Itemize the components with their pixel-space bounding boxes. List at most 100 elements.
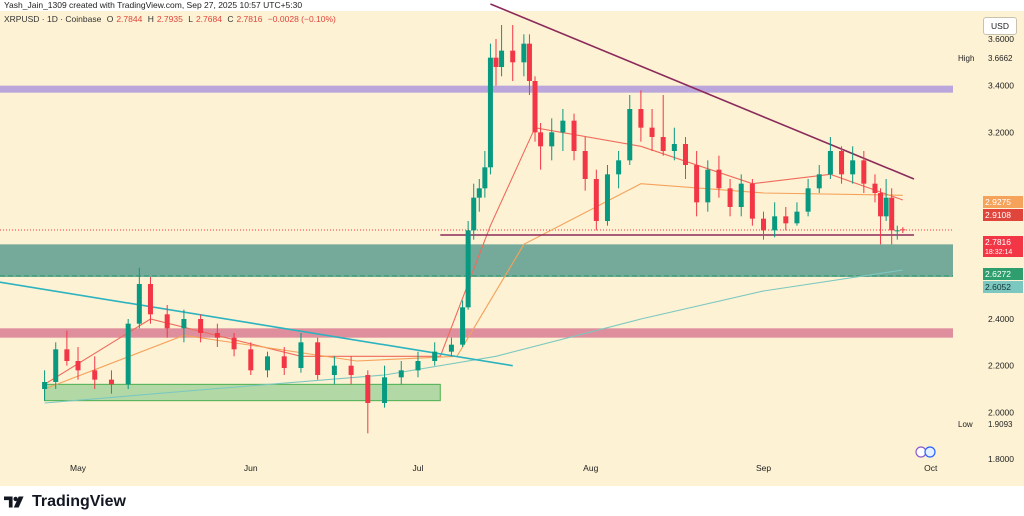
candle-body (682, 144, 688, 165)
candle-body (627, 109, 633, 161)
candle-body (850, 160, 856, 175)
candle-body (727, 188, 733, 207)
candle-body (671, 144, 677, 151)
ma-line-ma-long (44, 269, 903, 404)
candle-body (582, 151, 588, 179)
candle-body (460, 307, 466, 345)
candle-body (616, 160, 622, 175)
low-label-tag: Low (958, 420, 973, 429)
candle-body (510, 50, 516, 63)
candle-body (827, 151, 833, 175)
zone-support-mid (0, 328, 953, 338)
close-label: C (227, 14, 234, 24)
credit-text: Yash_Jain_1309 created with TradingView.… (4, 0, 303, 10)
change-value: −0.0028 (−0.10%) (267, 14, 336, 24)
candle-body (108, 379, 114, 385)
x-tick-label: Aug (583, 463, 598, 473)
candle-body (125, 323, 131, 385)
candle-body (894, 230, 900, 232)
candle-body (331, 365, 337, 375)
y-tick-label: 2.0000 (988, 407, 1014, 417)
price-axis-panel[interactable] (953, 11, 1024, 459)
countdown-tag: 18:32:14 (983, 248, 1023, 257)
candle-body (900, 229, 906, 231)
symbol-label: XRPUSD · 1D · Coinbase (4, 14, 102, 24)
y-tick-label: 3.4000 (988, 81, 1014, 91)
candle-body (476, 188, 482, 198)
candle-body (538, 132, 544, 147)
symbol-legend: XRPUSD · 1D · Coinbase O 2.7844 H 2.7935 L… (4, 14, 339, 24)
candle-body (521, 43, 527, 63)
candle-body (783, 216, 789, 224)
x-tick-label: Oct (924, 463, 938, 473)
high-label: H (147, 14, 154, 24)
candle-body (638, 109, 644, 128)
candle-body (549, 132, 555, 147)
candle-body (526, 43, 532, 81)
candle-body (281, 356, 287, 368)
candle-body (716, 169, 722, 189)
candle-body (560, 120, 566, 133)
candle-body (889, 197, 895, 231)
candle-body (839, 151, 845, 175)
low-value: 2.7684 (195, 14, 222, 24)
ma-line-ema-short (44, 127, 903, 385)
candle-body (883, 197, 889, 217)
ma-long-tag: 2.6052 (983, 281, 1023, 293)
candle-body (694, 165, 700, 203)
candle-body (794, 211, 800, 224)
candle-body (816, 174, 822, 189)
header-bar: Yash_Jain_1309 created with TradingView.… (0, 0, 1024, 11)
candle-body (448, 344, 454, 352)
candle-body (64, 349, 70, 361)
close-value: 2.7816 (236, 14, 263, 24)
candle-body (298, 342, 304, 368)
tradingview-logo-text: TradingView (32, 493, 126, 510)
last-price-tag: 2.7816 (983, 236, 1023, 248)
zone-resistance (0, 85, 953, 93)
candle-body (571, 120, 577, 151)
candle-body (181, 319, 187, 329)
candle-body (348, 365, 354, 375)
candle-body (749, 183, 755, 219)
candle-body (705, 169, 711, 203)
ema-green-tag: 2.6272 (983, 268, 1023, 280)
tradingview-logo[interactable]: TradingView (4, 493, 126, 511)
x-tick-label: Jun (244, 463, 258, 473)
candle-body (772, 216, 778, 231)
candle-body (136, 284, 142, 324)
flag-icon (924, 446, 936, 458)
candle-body (248, 349, 254, 371)
y-tick-label: 1.8000 (988, 454, 1014, 464)
candle-body (660, 137, 666, 151)
time-axis-panel[interactable] (0, 459, 953, 486)
candle-body (415, 361, 421, 371)
x-tick-label: Jul (413, 463, 424, 473)
candle-body (593, 179, 599, 221)
candle-body (499, 50, 505, 67)
ema-short-tag: 2.9108 (983, 209, 1023, 221)
candle-body (604, 174, 610, 221)
high-value: 2.7935 (156, 14, 183, 24)
candle-body (265, 356, 271, 371)
candle-body (861, 160, 867, 184)
y-tick-label: 2.4000 (988, 314, 1014, 324)
high-label-tag: High (958, 54, 975, 63)
candle-body (147, 284, 153, 315)
low-value-tag: 1.9093 (988, 420, 1013, 429)
y-tick-label: 3.6000 (988, 34, 1014, 44)
candle-body (493, 57, 499, 67)
y-tick-label: 2.2000 (988, 361, 1014, 371)
currency-button[interactable]: USD (983, 17, 1017, 35)
x-tick-label: May (70, 463, 87, 473)
candle-body (42, 382, 48, 389)
candle-body (164, 314, 170, 329)
candle-body (214, 333, 220, 338)
trendline-ascending-support-cyan (0, 281, 513, 367)
candle-body (53, 349, 59, 382)
tradingview-logo-icon (4, 496, 24, 508)
candle-body (872, 183, 878, 193)
candle-body (487, 57, 493, 168)
candle-body (761, 218, 767, 231)
